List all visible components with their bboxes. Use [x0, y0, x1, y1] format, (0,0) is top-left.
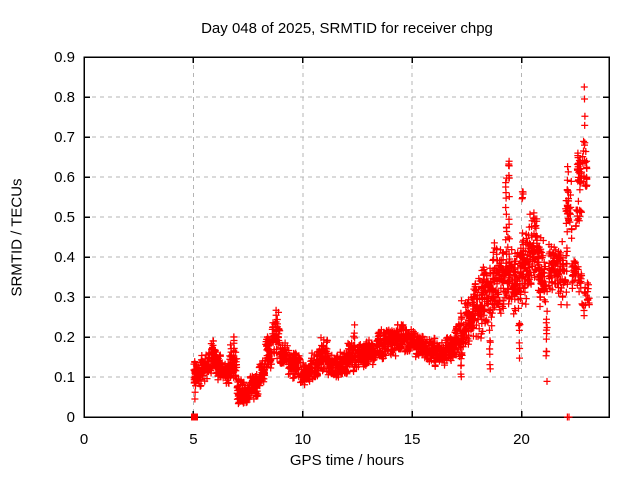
zero-cluster-marker [191, 413, 198, 421]
y-tick-label: 0.9 [54, 49, 75, 66]
plot-border [83, 56, 610, 418]
x-tick-label: 0 [80, 431, 88, 448]
y-tick-label: 0.3 [54, 289, 75, 306]
x-tick-label: 5 [189, 431, 197, 448]
y-tick-label: 0.1 [54, 369, 75, 386]
x-tick-label: 10 [294, 431, 311, 448]
y-tick-label: 0 [67, 409, 75, 426]
grid-lines [84, 57, 609, 417]
y-tick-label: 0.5 [54, 209, 75, 226]
x-tick-label: 15 [404, 431, 421, 448]
x-tick-label: 20 [513, 431, 530, 448]
y-tick-label: 0.7 [54, 129, 75, 146]
scatter-points [190, 83, 593, 421]
zero-cluster-markers [191, 413, 198, 421]
y-tick-label: 0.2 [54, 329, 75, 346]
x-tick-labels: 0 5 10 15 20 [80, 431, 530, 448]
y-tick-labels: 0 0.1 0.2 0.3 0.4 0.5 0.6 0.7 0.8 0.9 [54, 49, 75, 426]
y-tick-label: 0.4 [54, 249, 75, 266]
chart-title: Day 048 of 2025, SRMTID for receiver chp… [201, 20, 493, 37]
y-tick-label: 0.8 [54, 89, 75, 106]
x-axis-label: GPS time / hours [289, 452, 405, 469]
y-tick-label: 0.6 [54, 169, 75, 186]
